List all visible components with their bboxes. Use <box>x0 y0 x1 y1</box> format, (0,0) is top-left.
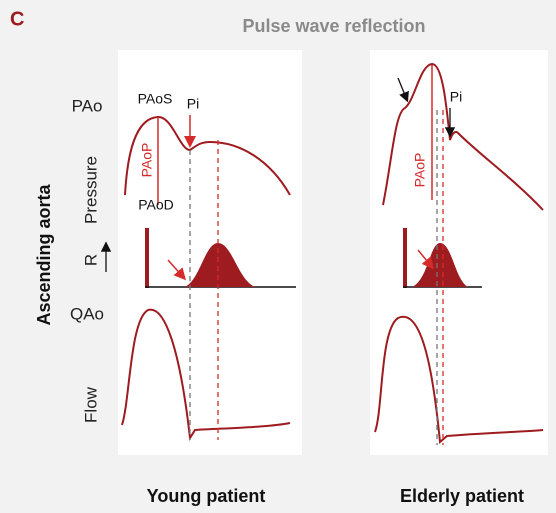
panel-title: Young patient <box>147 486 266 506</box>
annotation: PAoD <box>138 197 174 213</box>
reflection-wave <box>185 243 255 287</box>
pressure-curve <box>124 115 291 196</box>
flow-curve <box>374 315 544 445</box>
axis-label: Pressure <box>81 156 100 224</box>
side-label: Ascending aorta <box>34 183 54 325</box>
reflection-bar <box>403 228 407 288</box>
panel-label: C <box>10 8 24 30</box>
annotation: PAoS <box>138 91 173 107</box>
pressure-curve <box>382 62 544 211</box>
axis-label: PAo <box>72 96 103 115</box>
reflection-wave <box>412 243 468 287</box>
arrow <box>397 77 409 103</box>
panel <box>370 50 548 455</box>
annotation: Pi <box>187 96 199 112</box>
annotation: PAoP <box>412 153 428 188</box>
axis-label: QAo <box>70 304 104 323</box>
axis-label: Flow <box>81 386 100 423</box>
figure-title: Pulse wave reflection <box>242 16 425 36</box>
arrow <box>417 249 434 270</box>
annotation: Pi <box>450 89 462 105</box>
reflection-bar <box>145 228 149 288</box>
arrow <box>167 259 186 281</box>
flow-curve <box>121 308 291 441</box>
annotation: PAoP <box>139 143 155 178</box>
axis-label: R <box>81 254 100 266</box>
panel-title: Elderly patient <box>400 486 524 506</box>
